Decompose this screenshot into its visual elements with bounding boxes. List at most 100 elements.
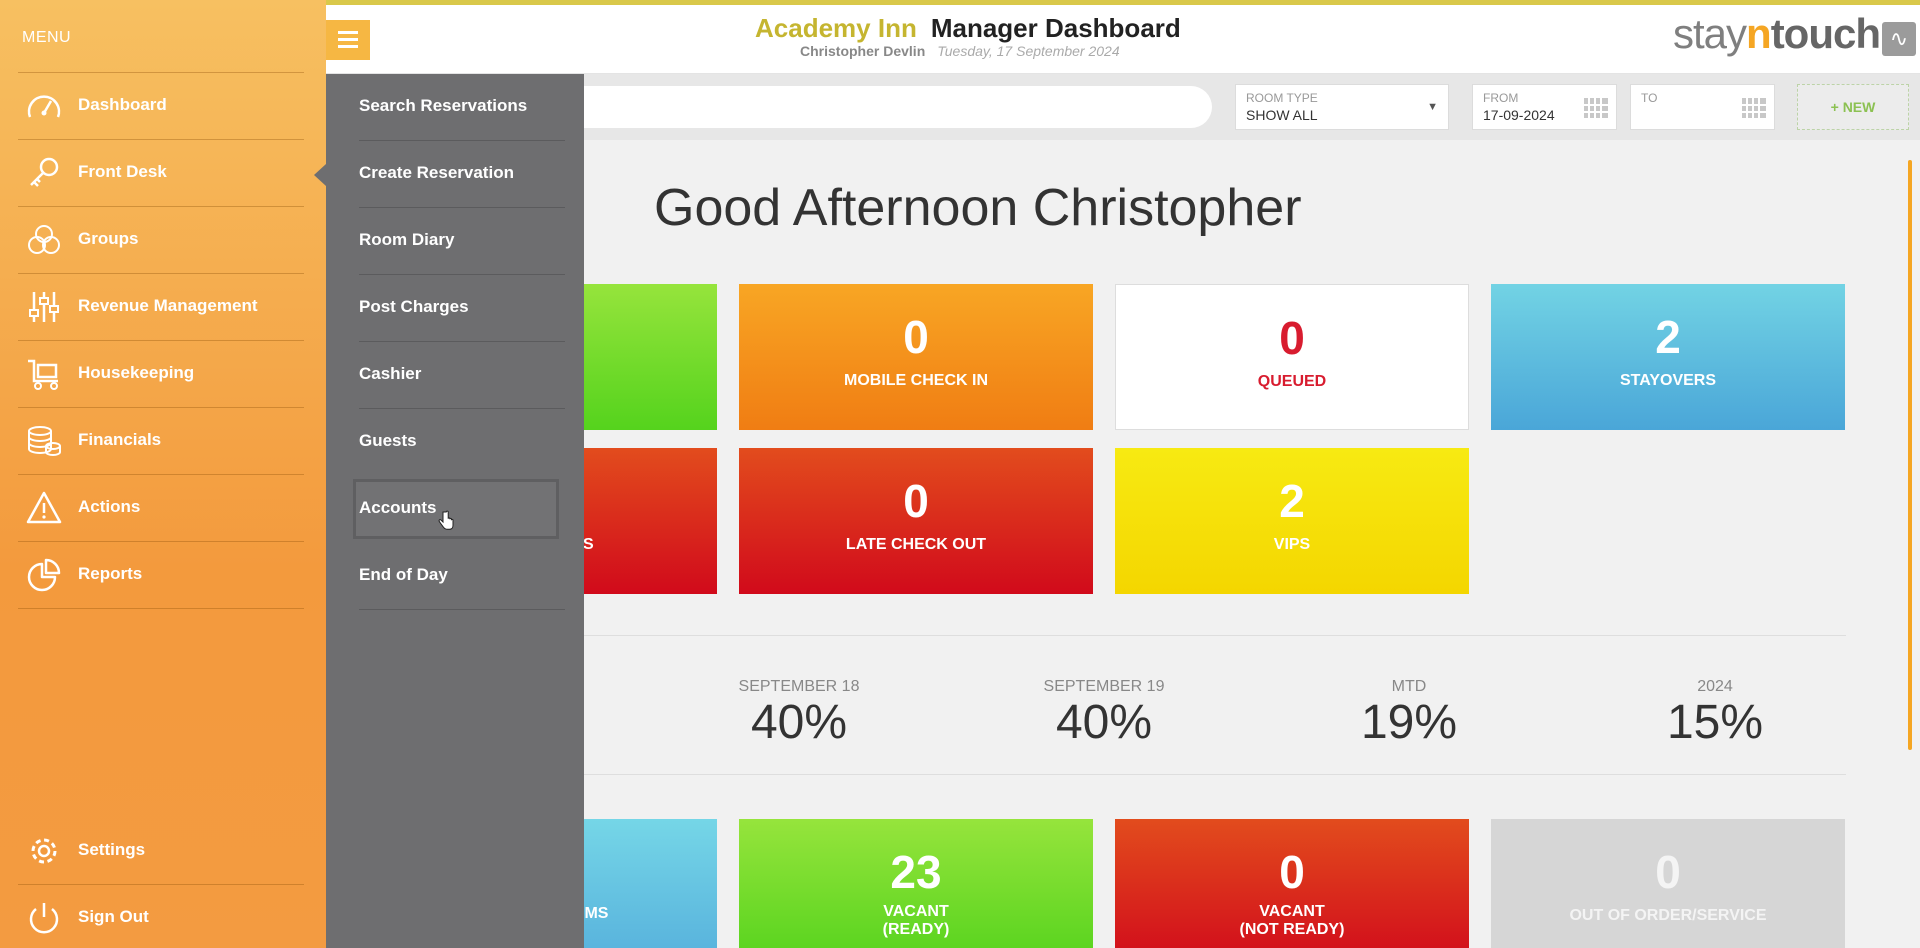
- tile-label: STAYOVERS: [1619, 372, 1717, 389]
- sidebar-item-label: Settings: [78, 840, 146, 859]
- tile-count: 0: [1655, 846, 1681, 898]
- stat-value: 15%: [1666, 696, 1764, 749]
- tile-departures[interactable]: S: [560, 448, 717, 594]
- sidebar-item-label: Revenue Management: [78, 296, 258, 315]
- tile-stayovers[interactable]: 2 STAYOVERS: [1491, 284, 1845, 430]
- new-reservation-button[interactable]: + NEW: [1797, 84, 1909, 130]
- occupancy-stat: SEPTEMBER 19 40%: [1004, 678, 1204, 748]
- coins-icon: [26, 424, 62, 458]
- menu-title: MENU: [22, 29, 72, 46]
- activity-icon[interactable]: ∿: [1882, 22, 1916, 56]
- divider: [560, 774, 1846, 775]
- sliders-icon: [26, 290, 62, 324]
- divider: [18, 273, 304, 274]
- submenu-item-post-charges[interactable]: Post Charges: [326, 275, 584, 341]
- search-input[interactable]: [560, 86, 1212, 128]
- stat-label: SEPTEMBER 19: [1043, 678, 1165, 695]
- submenu-item-label: Search Reservations: [359, 96, 528, 115]
- tile-vips[interactable]: 2 VIPS: [1115, 448, 1469, 594]
- tile-rooms[interactable]: OMS: [560, 819, 717, 948]
- tile-label: MOBILE CHECK IN: [844, 372, 988, 389]
- divider: [359, 609, 565, 610]
- gear-icon: [26, 834, 62, 868]
- submenu-item-label: Cashier: [359, 364, 422, 383]
- sidebar-item-housekeeping[interactable]: Housekeeping: [0, 341, 326, 407]
- sidebar-item-revenue-management[interactable]: Revenue Management: [0, 274, 326, 340]
- power-icon: [26, 901, 62, 935]
- tile-queued[interactable]: 0 QUEUED: [1115, 284, 1469, 430]
- menu-toggle-button[interactable]: [326, 20, 370, 60]
- stat-label: 2024: [1697, 678, 1733, 695]
- tile-count: 0: [1279, 846, 1305, 898]
- submenu-item-accounts[interactable]: Accounts: [326, 476, 584, 542]
- tile-count: 23: [890, 846, 942, 898]
- tile-count: 2: [1655, 311, 1681, 363]
- submenu-item-label: Post Charges: [359, 297, 469, 316]
- header-subtitle: Christopher Devlin Tuesday, 17 September …: [800, 43, 1120, 59]
- divider: [18, 206, 304, 207]
- divider: [18, 340, 304, 341]
- tile-vacant-not-ready[interactable]: 0 VACANT (NOT READY): [1115, 819, 1469, 948]
- tile-label: VACANT (NOT READY): [1239, 903, 1345, 939]
- sidebar-item-label: Financials: [78, 430, 162, 449]
- sidebar-item-financials[interactable]: Financials: [0, 408, 326, 474]
- room-type-label: ROOM TYPE: [1246, 91, 1318, 105]
- hover-highlight: [353, 479, 559, 539]
- sidebar-item-sign-out[interactable]: Sign Out: [0, 885, 326, 948]
- submenu-item-create-reservation[interactable]: Create Reservation: [326, 141, 584, 207]
- sidebar-item-settings[interactable]: Settings: [0, 818, 326, 884]
- occupancy-stat: MTD 19%: [1309, 678, 1509, 748]
- sidebar-item-label: Housekeeping: [78, 363, 195, 382]
- tile-count: 2: [1279, 475, 1305, 527]
- tile-vacant-ready[interactable]: 23 VACANT (READY): [739, 819, 1093, 948]
- sidebar-item-dashboard[interactable]: Dashboard: [0, 73, 326, 139]
- active-indicator: [314, 164, 326, 186]
- tile-label: QUEUED: [1257, 373, 1327, 390]
- from-date-value: 17-09-2024: [1483, 107, 1555, 123]
- submenu-item-room-diary[interactable]: Room Diary: [326, 208, 584, 274]
- room-type-select[interactable]: ROOM TYPE SHOW ALL ▼: [1235, 84, 1449, 130]
- stat-value: 19%: [1360, 696, 1458, 749]
- divider: [18, 884, 304, 885]
- hand-cursor-icon: [438, 510, 454, 532]
- submenu-item-label: Guests: [359, 431, 417, 450]
- business-date: Tuesday, 17 September 2024: [937, 43, 1120, 59]
- submenu-item-cashier[interactable]: Cashier: [326, 342, 584, 408]
- sidebar-item-reports[interactable]: Reports: [0, 542, 326, 608]
- tile-out-of-order[interactable]: 0 OUT OF ORDER/SERVICE: [1491, 819, 1845, 948]
- scrollbar[interactable]: [1908, 160, 1912, 750]
- from-date-field[interactable]: FROM 17-09-2024: [1472, 84, 1617, 130]
- occupancy-stat: SEPTEMBER 18 40%: [699, 678, 899, 748]
- submenu-item-end-of-day[interactable]: End of Day: [326, 543, 584, 609]
- sidebar-item-label: Dashboard: [78, 95, 167, 114]
- divider: [359, 341, 565, 342]
- to-date-field[interactable]: TO: [1630, 84, 1775, 130]
- tile-late-check-out[interactable]: 0 LATE CHECK OUT: [739, 448, 1093, 594]
- divider: [560, 635, 1846, 636]
- submenu-item-guests[interactable]: Guests: [326, 409, 584, 475]
- cart-icon: [26, 357, 62, 391]
- divider: [359, 140, 565, 141]
- page-title: Manager Dashboard: [930, 13, 1181, 43]
- greeting: Good Afternoon Christopher: [654, 179, 1302, 237]
- tile-check-in[interactable]: [560, 284, 717, 430]
- front-desk-submenu: Search Reservations Create Reservation R…: [326, 74, 584, 948]
- header-title: Academy Inn Manager Dashboard: [755, 13, 1181, 44]
- divider: [359, 408, 565, 409]
- divider: [18, 541, 304, 542]
- brand-logo: stayntouch: [1673, 10, 1881, 57]
- calendar-icon[interactable]: [1584, 98, 1608, 118]
- sidebar-item-groups[interactable]: Groups: [0, 207, 326, 273]
- calendar-icon[interactable]: [1742, 98, 1766, 118]
- divider: [18, 474, 304, 475]
- tile-count: 0: [1279, 312, 1305, 364]
- stat-value: 40%: [750, 696, 848, 749]
- submenu-item-search-reservations[interactable]: Search Reservations: [326, 74, 584, 140]
- tile-mobile-check-in[interactable]: 0 MOBILE CHECK IN: [739, 284, 1093, 430]
- tile-label: OUT OF ORDER/SERVICE: [1569, 907, 1767, 924]
- sidebar-item-front-desk[interactable]: Front Desk: [0, 140, 326, 206]
- tile-label: S: [583, 536, 594, 553]
- sidebar-item-label: Sign Out: [78, 907, 149, 926]
- submenu-item-label: Create Reservation: [359, 163, 514, 182]
- sidebar-item-actions[interactable]: Actions: [0, 475, 326, 541]
